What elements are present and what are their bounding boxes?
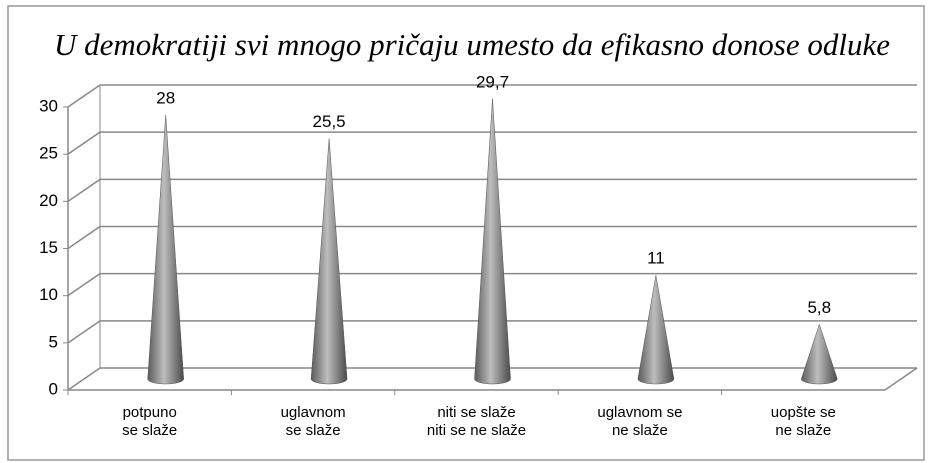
grid-line <box>67 178 101 202</box>
floor-right <box>884 367 918 391</box>
chart-title: U demokratiji svi mnogo pričaju umesto d… <box>54 27 890 62</box>
grid-line <box>67 225 101 250</box>
y-tick-label: 20 <box>39 191 58 210</box>
x-tick-label: niti se slaže niti se ne slaže <box>426 404 527 439</box>
grid-line <box>67 84 101 108</box>
value-label: 11 <box>647 249 665 268</box>
value-label: 25,5 <box>313 112 346 131</box>
y-tick-label: 0 <box>49 379 58 398</box>
value-label: 29,7 <box>476 72 509 91</box>
y-tick-label: 30 <box>39 96 58 115</box>
x-tick-label: uopšte se ne slaže <box>770 404 836 439</box>
grid-line <box>67 367 101 391</box>
y-tick-label: 25 <box>39 144 58 163</box>
grid-line <box>67 273 101 297</box>
cone <box>310 138 348 385</box>
y-tick-label: 15 <box>39 238 58 257</box>
x-tick-label: uglavnom se slaže <box>280 404 346 439</box>
cone <box>474 98 511 385</box>
cone <box>801 323 838 385</box>
x-tick-label: potpuno se slaže <box>122 404 178 439</box>
value-label: 28 <box>156 88 175 107</box>
frame-border <box>7 5 925 461</box>
x-tick-label: uglavnom se ne slaže <box>597 404 683 439</box>
cone <box>637 275 675 385</box>
grid-line <box>67 320 101 344</box>
value-label: 5,8 <box>807 298 831 317</box>
y-tick-label: 5 <box>49 332 58 351</box>
y-tick-label: 10 <box>39 285 58 304</box>
cone <box>147 114 184 385</box>
grid-line <box>67 131 101 155</box>
